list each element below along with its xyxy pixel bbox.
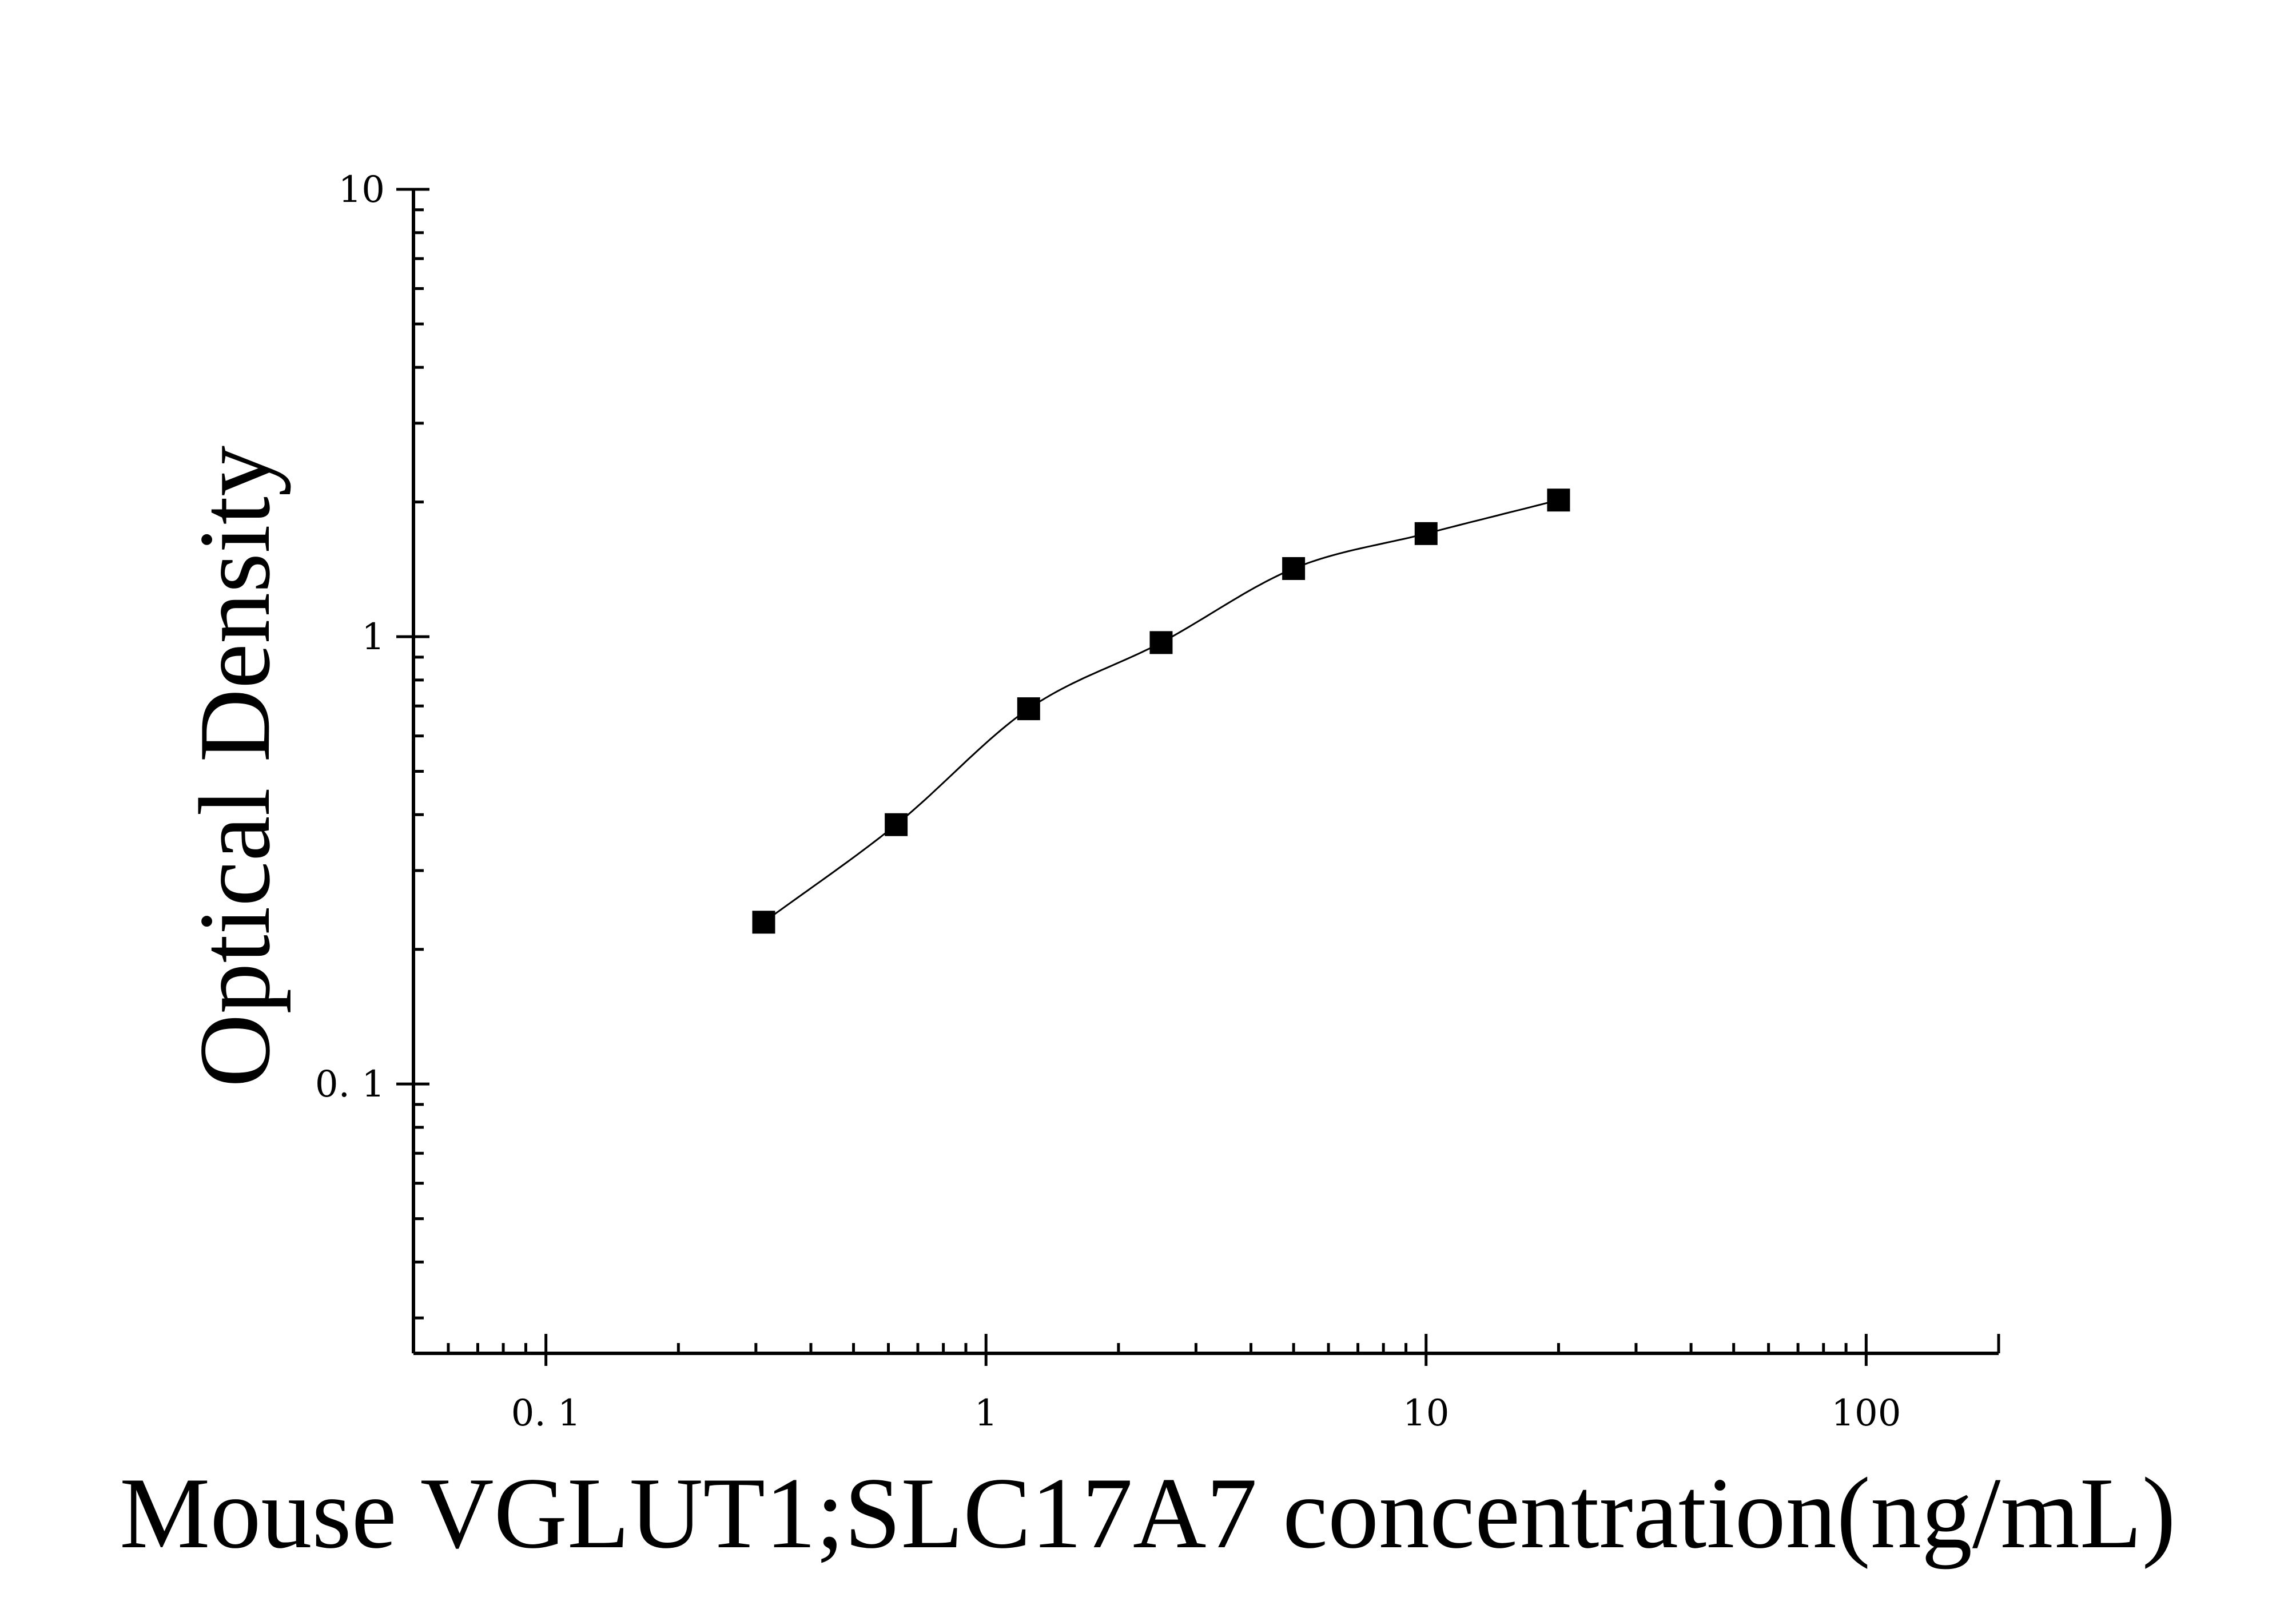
x-tick-label: 100 xyxy=(1831,1392,1901,1435)
y-tick-label: 10 xyxy=(339,169,385,211)
y-tick-label: 0. 1 xyxy=(315,1063,385,1106)
data-point xyxy=(1282,557,1306,580)
y-axis-title: Optical Density xyxy=(178,446,291,1087)
data-point xyxy=(1017,697,1040,721)
x-tick-label: 10 xyxy=(1403,1392,1449,1435)
data-point xyxy=(1414,522,1438,545)
y-tick-label: 1 xyxy=(361,616,385,658)
x-axis-ticks xyxy=(412,1334,2000,1366)
data-point xyxy=(752,911,775,934)
y-axis-tick-labels: 0. 1 1 10 xyxy=(315,169,385,1106)
data-point xyxy=(1547,488,1570,512)
x-axis-tick-labels: 0. 1 1 10 100 xyxy=(511,1392,1901,1435)
axes xyxy=(412,189,1999,1355)
data-point xyxy=(885,813,908,836)
data-points xyxy=(752,488,1570,934)
x-axis-title: Mouse VGLUT1;SLC17A7 concentration(ng/mL… xyxy=(120,1456,2176,1570)
x-tick-label: 0. 1 xyxy=(511,1392,581,1435)
data-point xyxy=(1149,631,1173,654)
y-axis-ticks xyxy=(396,188,429,1320)
fit-curve xyxy=(763,499,1559,923)
x-tick-label: 1 xyxy=(974,1392,998,1435)
